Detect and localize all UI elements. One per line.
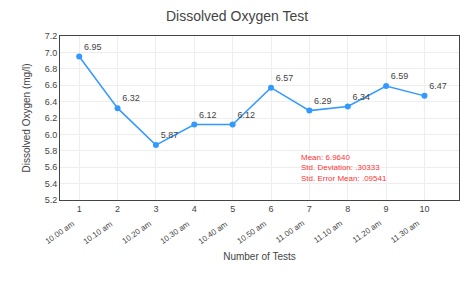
svg-text:6.12: 6.12 [199,110,217,120]
svg-text:6.59: 6.59 [391,71,409,81]
svg-text:Dissolved Oxygen Test: Dissolved Oxygen Test [166,8,308,24]
svg-text:6.0: 6.0 [45,130,58,140]
svg-text:7.2: 7.2 [45,31,58,41]
svg-text:1: 1 [77,204,82,214]
svg-text:5.87: 5.87 [161,130,179,140]
svg-text:Mean: 6.9640Std. Deviation: .3: Mean: 6.9640Std. Deviation: .30333Std. E… [301,153,387,183]
svg-text:6.57: 6.57 [276,73,294,83]
svg-text:11.00 am: 11.00 am [274,218,306,244]
svg-text:5.4: 5.4 [45,179,58,189]
svg-text:6.8: 6.8 [45,64,58,74]
svg-text:10: 10 [419,204,429,214]
svg-text:9: 9 [384,204,389,214]
svg-text:10.30 am: 10.30 am [159,219,192,246]
svg-text:6.2: 6.2 [45,113,58,123]
svg-text:5.8: 5.8 [45,146,58,156]
svg-text:11.30 am: 11.30 am [389,218,421,244]
svg-text:6.32: 6.32 [122,93,140,103]
svg-text:10.10 am: 10.10 am [82,219,115,246]
svg-text:8: 8 [345,204,350,214]
svg-text:6.34: 6.34 [352,92,370,102]
svg-text:5: 5 [230,204,235,214]
svg-text:6: 6 [269,204,274,214]
svg-text:5.6: 5.6 [45,162,58,172]
svg-text:7.0: 7.0 [45,48,58,58]
svg-text:6.95: 6.95 [84,42,102,52]
svg-text:3: 3 [153,204,158,214]
svg-text:10.50 am: 10.50 am [236,219,269,246]
svg-text:Number of Tests: Number of Tests [223,251,296,262]
svg-text:4: 4 [192,204,197,214]
svg-text:11.20 am: 11.20 am [351,218,383,244]
svg-text:Dissolved Oxygen (mg/l): Dissolved Oxygen (mg/l) [21,64,32,173]
svg-text:7: 7 [307,204,312,214]
svg-text:6.4: 6.4 [45,97,58,107]
svg-text:5.2: 5.2 [45,195,58,205]
svg-text:6.29: 6.29 [314,96,332,106]
svg-text:10.40 am: 10.40 am [197,219,230,246]
svg-text:10.20 am: 10.20 am [121,219,154,246]
svg-text:6.47: 6.47 [429,81,447,91]
svg-text:10.00 am: 10.00 am [44,219,77,246]
svg-text:11.10 am: 11.10 am [312,219,344,245]
svg-text:6.6: 6.6 [45,80,58,90]
svg-text:6.12: 6.12 [237,110,255,120]
svg-text:2: 2 [115,204,120,214]
